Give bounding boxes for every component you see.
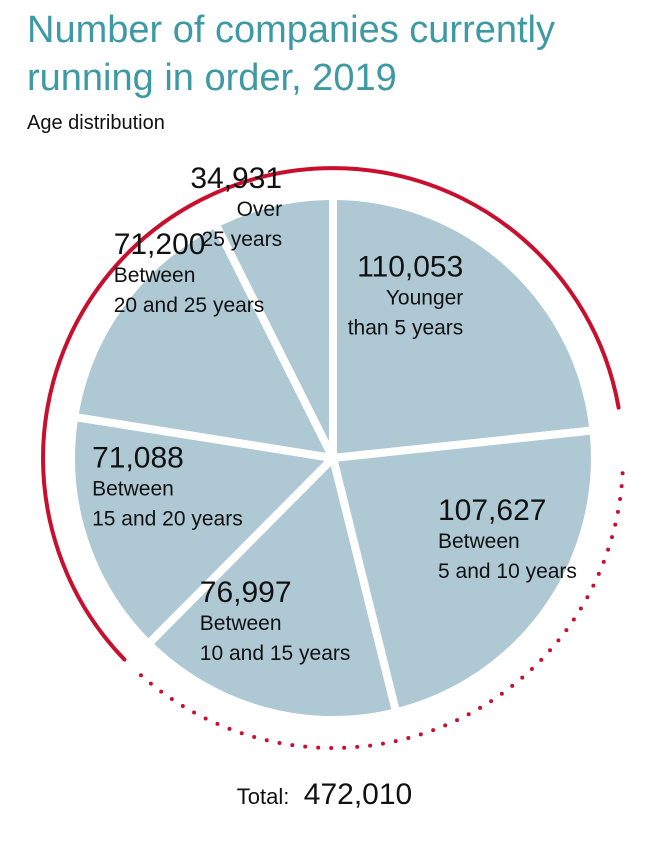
pie-slice-5 [70, 219, 337, 462]
total-label: Total: [236, 784, 290, 809]
slice-value: 76,997 [200, 576, 292, 609]
pie-slice-1 [329, 192, 598, 462]
slice-value: 34,931 [190, 162, 282, 195]
slice-category-line: Between [92, 477, 174, 500]
slice-label-5: 71,200 Between 20 and 25 years [114, 228, 265, 317]
pie-slice-6 [211, 192, 337, 462]
slice-category-line: 10 and 15 years [200, 642, 351, 665]
slice-value: 71,200 [114, 228, 206, 261]
slice-category-line: 25 years [202, 228, 283, 251]
slice-label-3: 76,997 Between 10 and 15 years [200, 576, 351, 665]
chart-title: Number of companies currently running in… [27, 9, 555, 99]
slice-labels: 110,053 Younger than 5 years 107,627 Between… [92, 162, 577, 665]
ring-solid-arc [41, 166, 621, 662]
slice-value: 110,053 [357, 251, 463, 284]
slice-category-line: Between [114, 264, 196, 287]
pie-slice-3 [144, 454, 401, 724]
slice-category-line: 5 and 10 years [438, 560, 577, 583]
slice-category-line: Between [200, 612, 282, 635]
slice-label-4: 71,088 Between 15 and 20 years [92, 441, 243, 530]
slice-category-line: Younger [386, 287, 463, 310]
pie-slice-2 [329, 426, 599, 717]
pie-slices [67, 192, 599, 724]
slice-label-1: 110,053 Younger than 5 years [348, 251, 464, 340]
slice-label-6: 34,931 Over 25 years [190, 162, 282, 251]
slice-category-line: than 5 years [348, 317, 464, 340]
slice-value: 107,627 [438, 494, 546, 527]
slice-value: 71,088 [92, 441, 184, 474]
slice-category-line: Between [438, 530, 520, 553]
ring-dotted-arc [137, 471, 625, 750]
slice-category-line: 15 and 20 years [92, 507, 243, 530]
total: Total: 472,010 [0, 778, 649, 812]
outer-ring [41, 166, 625, 750]
slice-category-line: Over [237, 198, 283, 221]
pie-slice-4 [67, 412, 337, 648]
slice-label-2: 107,627 Between 5 and 10 years [438, 494, 577, 583]
slice-category-line: 20 and 25 years [114, 294, 265, 317]
chart-subtitle: Age distribution [27, 112, 165, 134]
total-value: 472,010 [303, 778, 413, 811]
